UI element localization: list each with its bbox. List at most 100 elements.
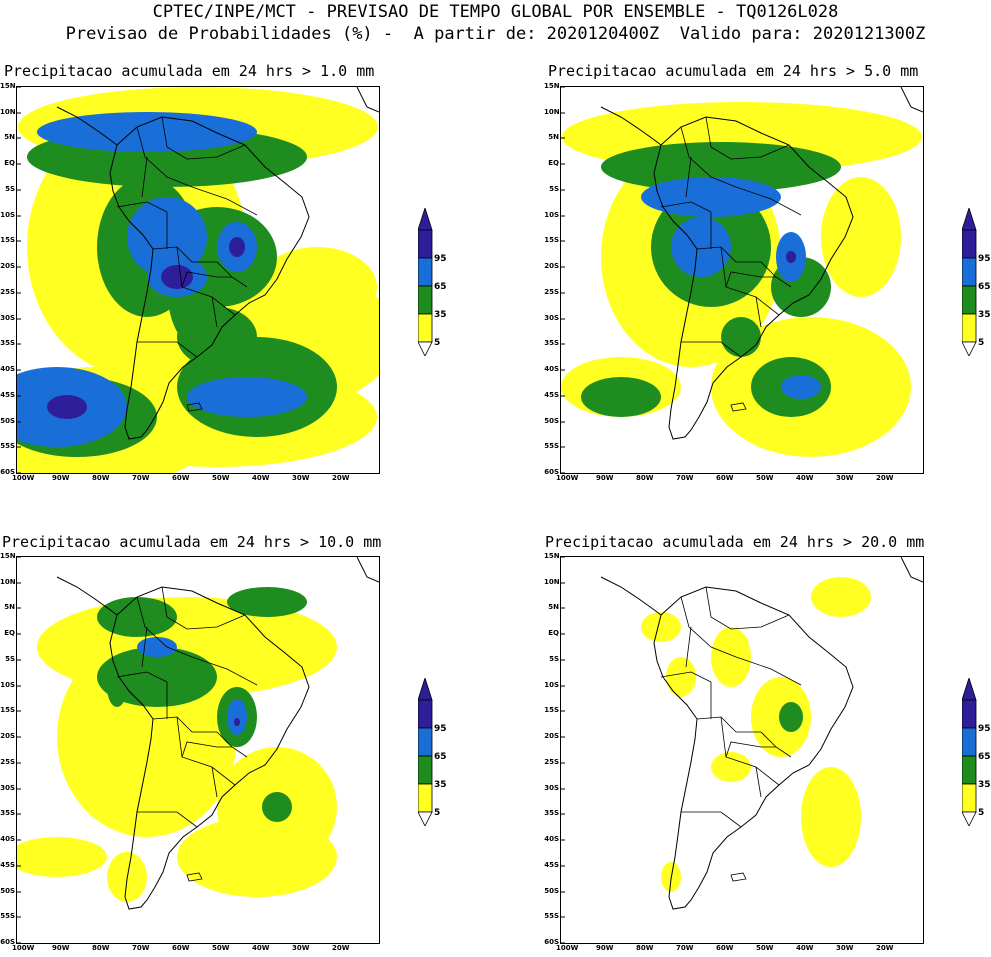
lon-tick-label: 70W [132, 944, 150, 952]
prob-blob-p95 [161, 265, 193, 289]
prob-blob-p35 [97, 597, 177, 637]
lon-tick-label: 50W [756, 944, 774, 952]
country-border [720, 246, 780, 316]
lat-tick-label: 20S [544, 732, 559, 740]
lat-tick-label: 15N [544, 552, 560, 560]
colorbar-swatch-p95 [417, 229, 433, 259]
country-border [191, 656, 258, 686]
lon-tick-label: 30W [292, 474, 310, 482]
prob-blob-p65 [187, 377, 307, 417]
prob-blob-p5 [257, 247, 377, 327]
colorbar-swatch-p95 [961, 699, 977, 729]
colorbar-top-arrow [417, 206, 433, 231]
country-border [696, 246, 792, 288]
prob-blob-p5 [801, 767, 861, 867]
prob-blob-p65 [671, 217, 731, 277]
prob-blob-p5 [177, 817, 337, 897]
lat-tick-label: 50S [544, 417, 559, 425]
country-border [181, 741, 232, 758]
probability-field [17, 587, 337, 902]
lat-tick-label: 25S [544, 758, 559, 766]
lon-tick-label: 60W [172, 944, 190, 952]
country-border [705, 116, 790, 160]
lat-tick-label: 5N [4, 133, 15, 141]
prob-blob-p95 [234, 718, 240, 726]
lat-tick-label: 45S [544, 391, 559, 399]
lon-tick-label: 70W [676, 944, 694, 952]
prob-blob-p5 [711, 752, 751, 782]
lat-tick-label: 25S [0, 288, 15, 296]
colorbar-swatch-p5 [417, 313, 433, 343]
map-svg [561, 557, 923, 943]
lat-tick-label: 55S [0, 912, 15, 920]
prob-blob-p65 [137, 637, 177, 657]
prob-blob-p5 [666, 657, 696, 697]
colorbar-level-label: 35 [978, 310, 991, 320]
panel-3-title: Precipitacao acumulada em 24 hrs > 10.0 … [2, 533, 382, 551]
central-america-outline [56, 106, 118, 146]
prob-blob-p65 [37, 112, 257, 152]
lat-tick-label: 50S [0, 887, 15, 895]
prob-blob-p35 [721, 317, 761, 357]
lat-tick-label: 30S [0, 784, 15, 792]
lat-tick-label: 5S [549, 655, 559, 663]
colorbar-panel-2: 95 65 35 5 [961, 206, 991, 360]
country-border [681, 341, 742, 358]
colorbar-level-label: 65 [978, 752, 991, 762]
lon-tick-label: 20W [876, 474, 894, 482]
lat-tick-label: EQ [548, 629, 559, 637]
country-border [735, 186, 802, 216]
south-america-outline [109, 116, 310, 440]
country-border [181, 271, 232, 288]
colorbar-swatch-p65 [961, 727, 977, 757]
lon-tick-label: 50W [212, 944, 230, 952]
map-panel-1 [16, 86, 380, 474]
prob-blob-p35 [581, 377, 661, 417]
lat-tick-label: 5S [5, 185, 15, 193]
colorbar-swatch-p5 [961, 313, 977, 343]
country-border [705, 586, 790, 630]
lat-tick-label: 25S [544, 288, 559, 296]
lat-tick-label: 40S [0, 365, 15, 373]
lon-tick-label: 40W [252, 474, 270, 482]
country-border [152, 716, 248, 758]
main-title: CPTEC/INPE/MCT - PREVISAO DE TEMPO GLOBA… [152, 2, 839, 22]
country-border [141, 626, 148, 668]
colorbar-level-label: 35 [434, 310, 447, 320]
lat-tick-label: 40S [544, 835, 559, 843]
country-border [211, 296, 218, 328]
probability-field [17, 87, 379, 473]
lat-tick-label: EQ [4, 159, 15, 167]
colorbar-top-arrow [417, 676, 433, 701]
lat-tick-label: EQ [4, 629, 15, 637]
colorbar-swatch-p65 [417, 727, 433, 757]
colorbar-swatch-p35 [417, 755, 433, 785]
lon-tick-label: 90W [52, 944, 70, 952]
falkland-islands [730, 872, 747, 882]
prob-blob-p5 [641, 612, 681, 642]
lat-tick-label: 40S [544, 365, 559, 373]
prob-blob-p65 [641, 177, 781, 217]
prob-blob-p65 [781, 375, 821, 399]
lon-tick-label: 100W [556, 474, 579, 482]
lat-tick-label: 15S [544, 236, 559, 244]
lat-tick-label: 55S [544, 912, 559, 920]
country-border [116, 201, 168, 213]
lon-tick-label: 20W [332, 474, 350, 482]
lon-tick-label: 80W [636, 474, 654, 482]
panel-4-title: Precipitacao acumulada em 24 hrs > 20.0 … [545, 533, 925, 551]
lon-tick-label: 100W [12, 944, 35, 952]
lon-tick-label: 20W [332, 944, 350, 952]
country-border [116, 671, 168, 683]
lat-tick-label: 30S [544, 314, 559, 322]
falkland-islands [730, 402, 747, 412]
africa-coastline [900, 87, 923, 113]
colorbar-level-label: 5 [434, 338, 441, 348]
falkland-islands [186, 872, 203, 882]
colorbar-bottom-arrow [417, 341, 433, 357]
colorbar-level-label: 95 [434, 724, 447, 734]
country-border [680, 596, 737, 658]
lat-tick-label: 35S [544, 339, 559, 347]
lat-tick-label: 15N [544, 82, 560, 90]
country-border [141, 156, 148, 198]
